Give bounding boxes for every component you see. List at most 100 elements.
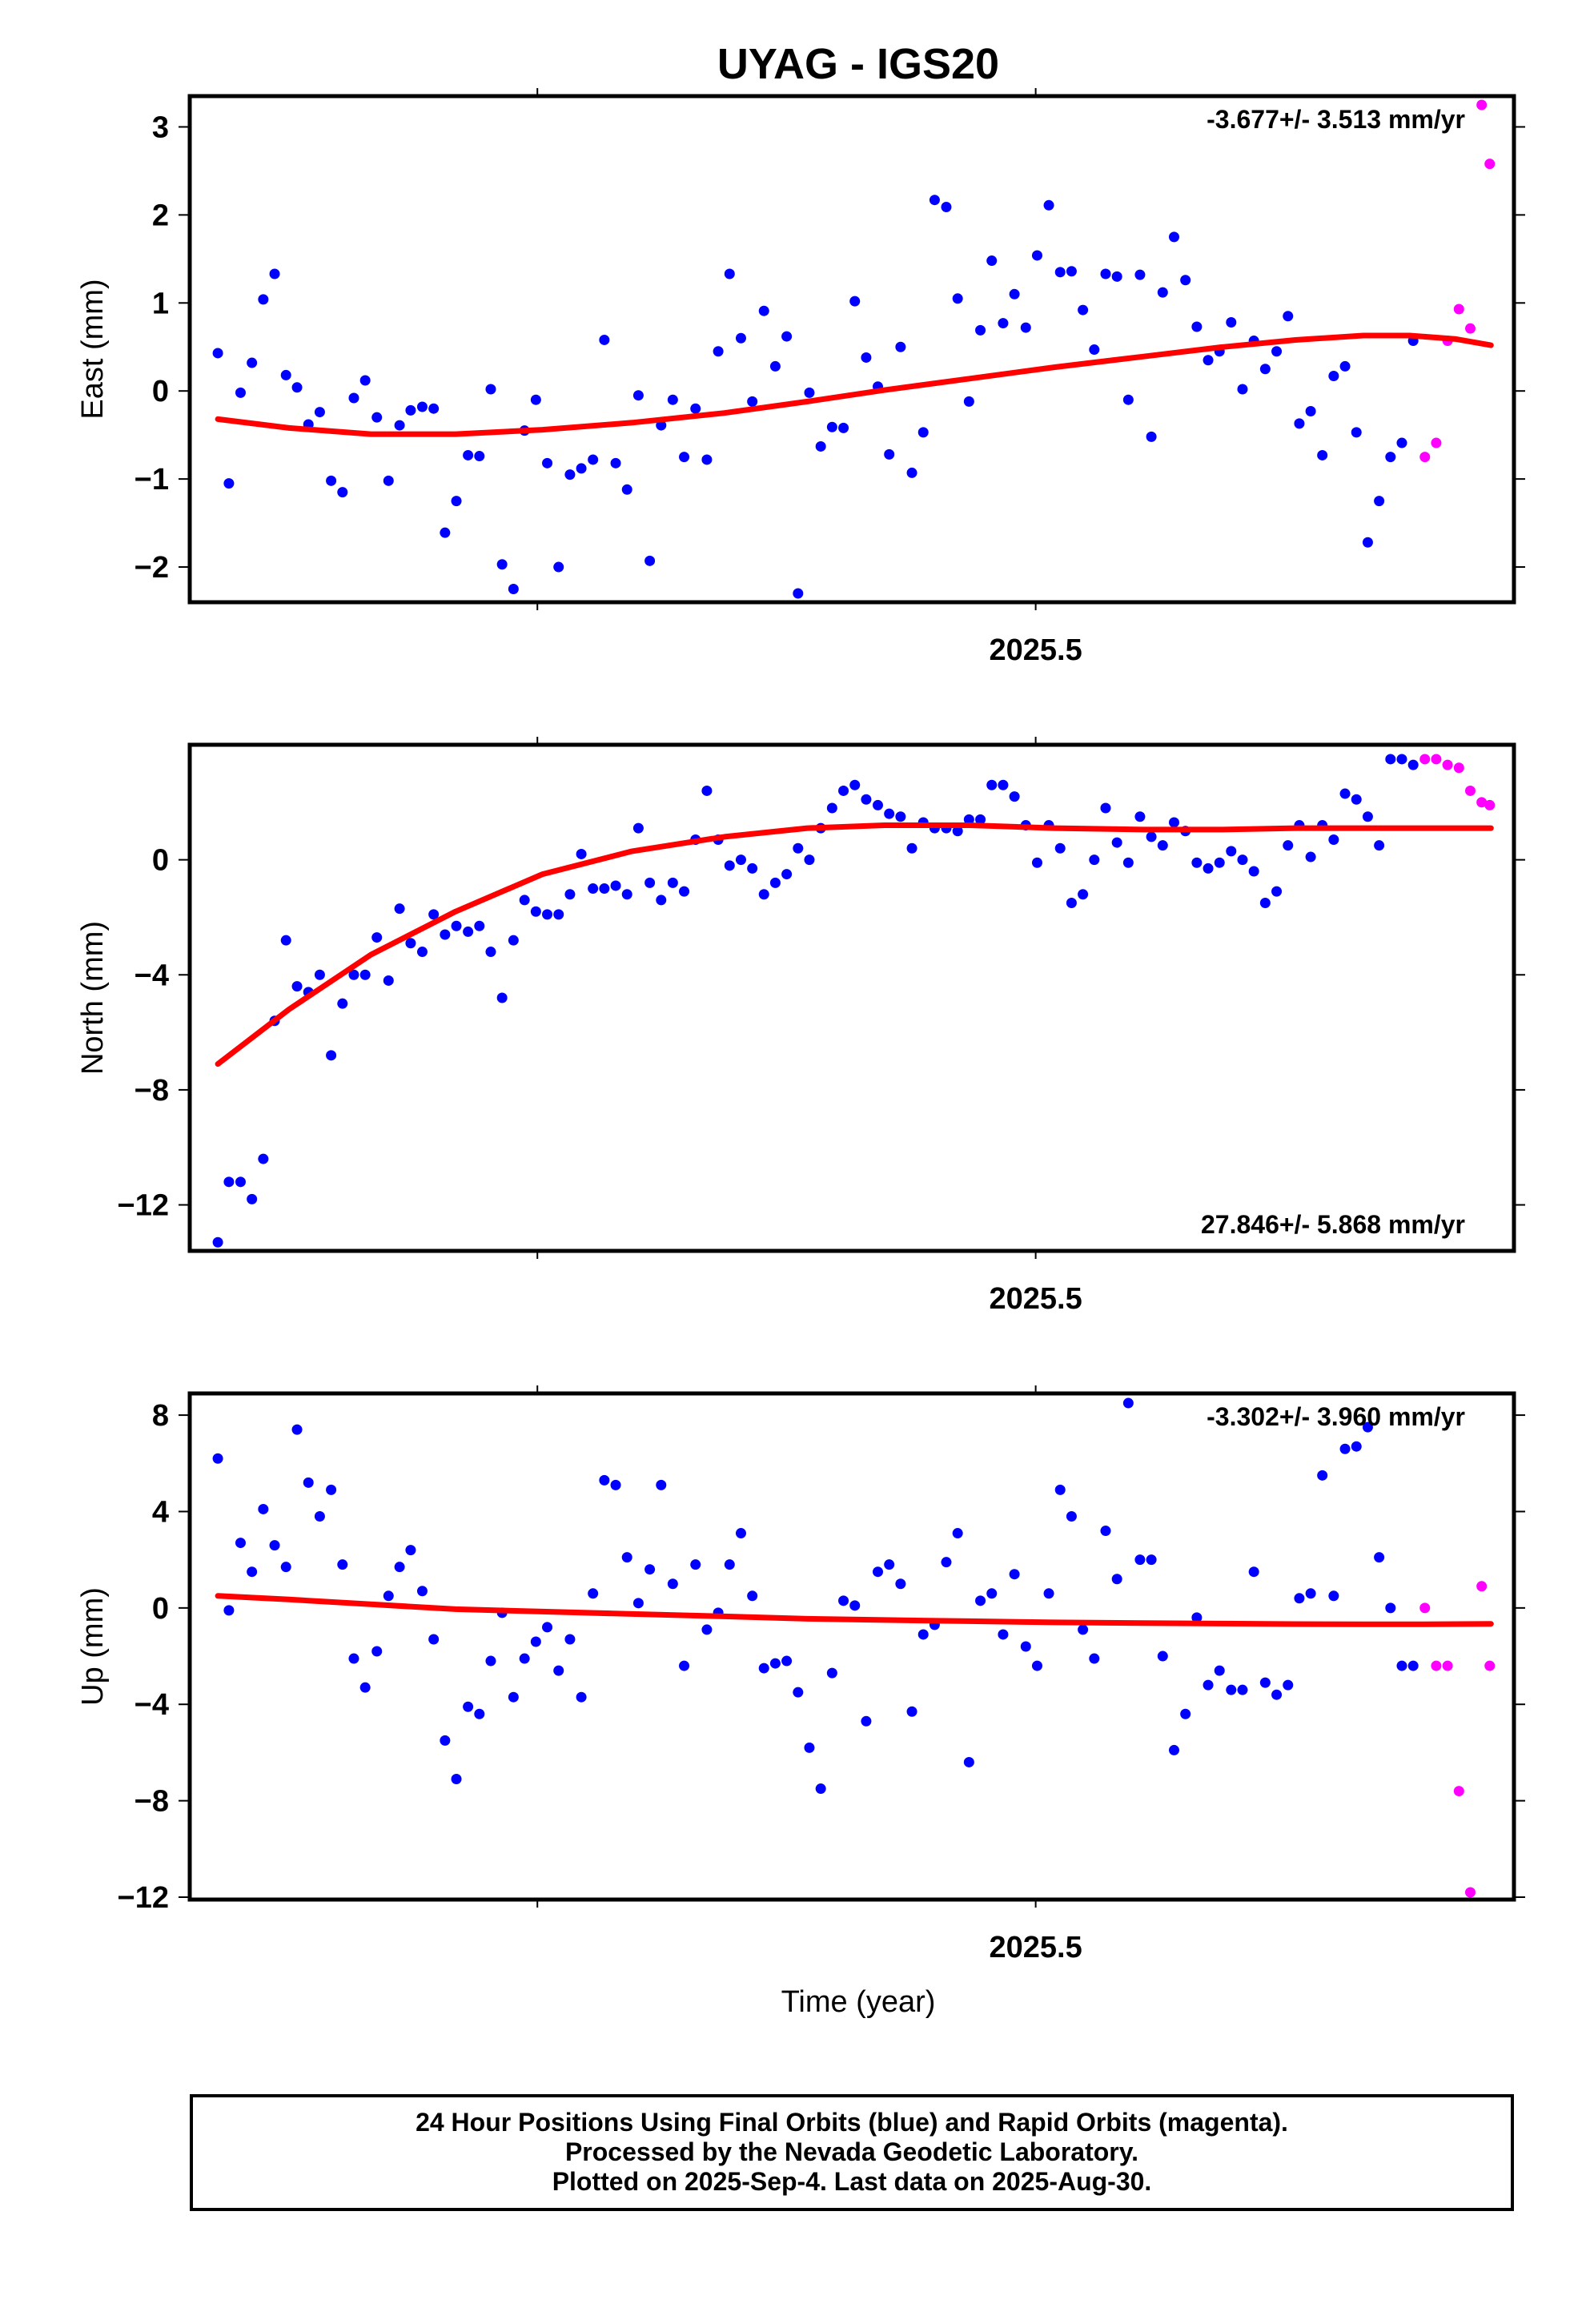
- north-final-point: [235, 1176, 246, 1188]
- east-final-point: [1146, 431, 1157, 442]
- east-y-tick-label: −2: [135, 551, 169, 585]
- east-final-point: [348, 392, 359, 404]
- east-final-point: [1328, 371, 1339, 382]
- east-final-point: [1180, 275, 1191, 286]
- east-final-point: [781, 331, 793, 342]
- up-plot-area: [212, 1397, 1496, 1898]
- up-final-point: [861, 1715, 872, 1727]
- north-final-point: [247, 1193, 258, 1204]
- up-final-point: [804, 1742, 815, 1753]
- north-final-point: [872, 799, 883, 810]
- north-final-point: [1237, 854, 1248, 866]
- east-final-point: [463, 449, 474, 460]
- up-final-point: [1180, 1708, 1191, 1719]
- east-final-point: [769, 360, 781, 372]
- up-final-point: [303, 1477, 314, 1488]
- up-final-point: [212, 1453, 223, 1464]
- north-final-point: [884, 808, 895, 819]
- east-final-point: [1317, 449, 1328, 460]
- north-final-point: [405, 938, 416, 949]
- up-final-point: [1385, 1602, 1396, 1614]
- up-final-point: [1089, 1653, 1100, 1664]
- up-final-point: [359, 1682, 371, 1693]
- up-y-tick-label: −12: [118, 1881, 169, 1915]
- east-final-point: [1066, 266, 1077, 277]
- north-y-tick-label: −12: [118, 1189, 169, 1223]
- north-final-point: [258, 1153, 269, 1164]
- up-final-point: [1339, 1443, 1351, 1454]
- east-y-tick-label: 3: [152, 111, 169, 144]
- east-final-point: [1078, 304, 1089, 316]
- east-final-point: [588, 454, 599, 465]
- east-final-point: [1031, 250, 1042, 261]
- up-final-point: [941, 1557, 952, 1568]
- up-final-point: [1374, 1552, 1385, 1563]
- east-final-point: [906, 467, 917, 478]
- east-final-point: [701, 454, 713, 465]
- up-final-point: [998, 1629, 1009, 1640]
- up-final-point: [463, 1701, 474, 1712]
- north-y-tick-label: −4: [135, 959, 169, 992]
- up-final-point: [235, 1538, 246, 1549]
- north-fit-curve: [215, 822, 1494, 1068]
- north-final-point: [861, 794, 872, 805]
- north-final-point: [610, 880, 621, 891]
- up-final-point: [291, 1424, 303, 1435]
- east-final-point: [804, 387, 815, 398]
- north-final-point: [553, 909, 564, 920]
- east-final-point: [826, 421, 837, 432]
- footer-note-box: 24 Hour Positions Using Final Orbits (bl…: [190, 2094, 1514, 2211]
- up-final-point: [838, 1595, 849, 1606]
- up-final-point: [906, 1706, 917, 1717]
- up-final-point: [428, 1634, 440, 1645]
- east-final-point: [235, 387, 246, 398]
- north-final-point: [1054, 842, 1066, 854]
- up-final-point: [416, 1586, 428, 1597]
- up-final-point: [326, 1484, 337, 1495]
- east-final-point: [884, 448, 895, 460]
- north-final-point: [1283, 840, 1294, 851]
- east-y-axis-label: East (mm): [76, 279, 110, 419]
- north-final-point: [1146, 831, 1157, 842]
- north-final-point: [588, 883, 599, 895]
- north-final-point: [906, 842, 917, 854]
- north-final-point: [1009, 791, 1020, 802]
- up-final-point: [952, 1528, 963, 1539]
- north-final-point: [496, 992, 508, 1003]
- east-y-tick-label: −1: [135, 463, 169, 497]
- up-final-point: [542, 1622, 553, 1633]
- east-final-point: [337, 487, 348, 498]
- up-final-point: [371, 1646, 383, 1657]
- east-final-point: [667, 394, 678, 405]
- north-final-point: [1271, 886, 1283, 897]
- up-final-point: [975, 1595, 986, 1606]
- east-final-point: [1305, 405, 1316, 416]
- north-final-point: [1305, 851, 1316, 862]
- north-final-point: [781, 869, 793, 880]
- north-final-point: [758, 889, 769, 900]
- north-final-point: [724, 860, 735, 871]
- north-final-point: [337, 998, 348, 1009]
- up-final-point: [314, 1510, 325, 1522]
- up-final-point: [1271, 1689, 1283, 1700]
- north-final-point: [998, 779, 1009, 790]
- north-final-point: [1214, 857, 1225, 868]
- east-final-point: [599, 334, 610, 345]
- up-final-point: [747, 1590, 758, 1602]
- north-final-point: [530, 906, 541, 917]
- up-final-point: [1248, 1566, 1259, 1578]
- up-x-tick-label: 2025.5: [990, 1931, 1082, 1964]
- east-final-point: [1134, 269, 1146, 280]
- east-final-point: [371, 412, 383, 423]
- up-final-point: [1009, 1569, 1020, 1580]
- north-final-point: [576, 848, 587, 859]
- north-final-point: [1134, 811, 1146, 822]
- up-final-point: [1111, 1574, 1122, 1585]
- east-final-point: [1351, 427, 1362, 438]
- north-x-tick-label: 2025.5: [990, 1282, 1082, 1316]
- east-final-point: [1283, 311, 1294, 322]
- east-final-point: [963, 396, 974, 407]
- up-rapid-point: [1442, 1660, 1453, 1671]
- east-y-tick-label: 0: [152, 375, 169, 408]
- up-final-point: [701, 1624, 713, 1635]
